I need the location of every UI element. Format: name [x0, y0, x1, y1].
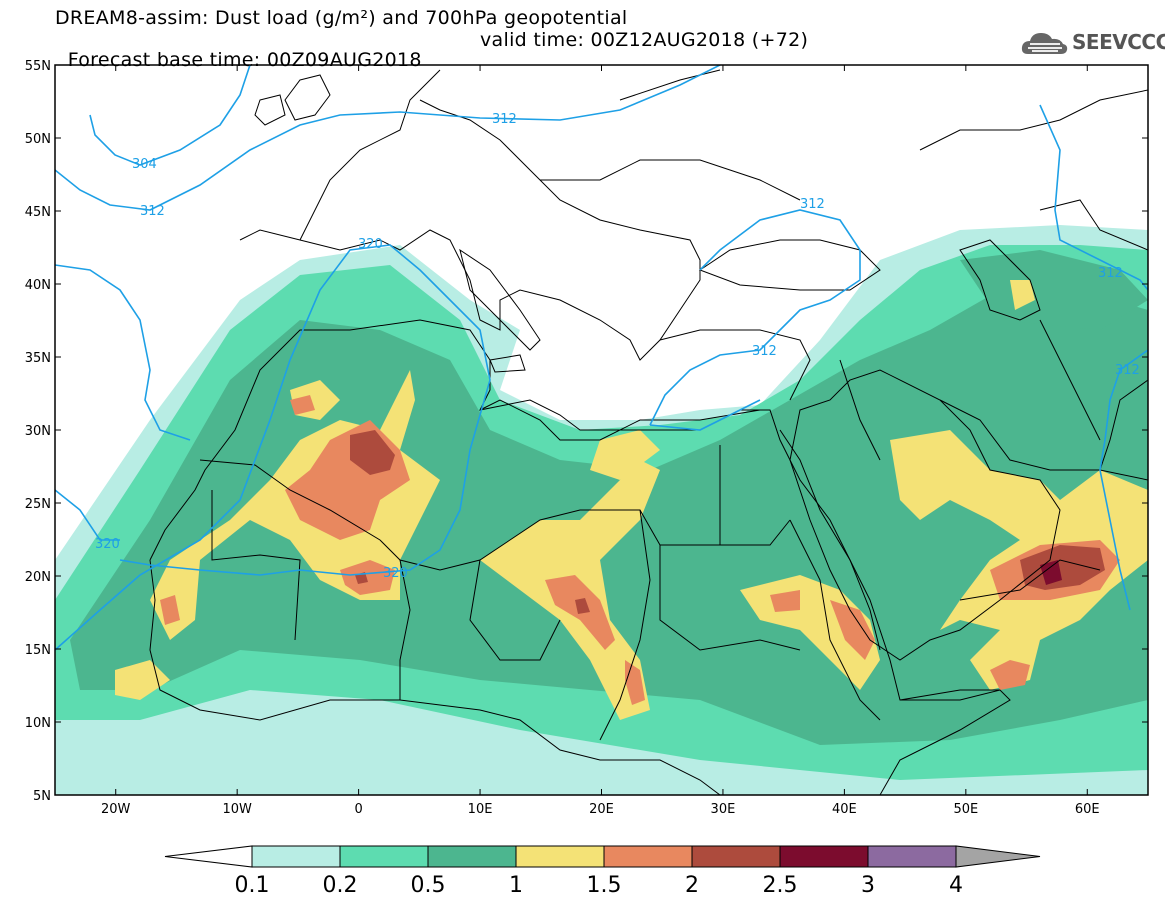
colorbar-label: 0.1: [234, 873, 270, 898]
contour-label: 312: [492, 112, 517, 127]
colorbar-label: 4: [949, 873, 963, 898]
colorbar-label: 2: [685, 873, 699, 898]
lon-tick-label: 20E: [589, 802, 614, 817]
map-axes: 55N 50N 45N 40N 35N 30N 25N 20N 15N 10N 5N 20W 10W 0 1…: [25, 59, 1148, 817]
lon-tick-label: 50E: [953, 802, 978, 817]
colorbar-box: [339, 845, 429, 868]
lat-tick-label: 15N: [25, 643, 51, 658]
lon-tick-label: 10W: [222, 802, 252, 817]
lat-tick-label: 10N: [25, 716, 51, 731]
lat-tick-label: 30N: [25, 424, 51, 439]
lat-tick-label: 5N: [33, 789, 51, 804]
colorbar-label: 2.5: [762, 873, 798, 898]
dust-level-2.5: [1040, 560, 1062, 585]
contour-label: 312: [140, 204, 165, 219]
lon-tick-label: 40E: [832, 802, 857, 817]
geopotential-contours: [55, 65, 1148, 651]
contour-label: 312: [1115, 363, 1140, 378]
lat-tick-label: 20N: [25, 570, 51, 585]
lat-tick-label: 55N: [25, 59, 51, 74]
colorbar-label: 1: [509, 873, 523, 898]
colorbar-label: 0.5: [410, 873, 446, 898]
valid-time: valid time: 00Z12AUG2018 (+72): [480, 29, 809, 51]
contour-labels: 304 312 312 320 312 312 320 320 312 312: [95, 112, 1140, 581]
lat-tick-label: 50N: [25, 132, 51, 147]
cloud-icon: [1021, 33, 1068, 54]
lon-tick-label: 20W: [101, 802, 131, 817]
colorbar: [164, 845, 1041, 868]
lat-tick-label: 45N: [25, 205, 51, 220]
colorbar-label: 3: [861, 873, 875, 898]
lon-tick-label: 60E: [1075, 802, 1100, 817]
colorbar-box: [691, 845, 781, 868]
coastlines: [149, 69, 1148, 795]
colorbar-label: 1.5: [586, 873, 622, 898]
contour-label: 320: [95, 537, 120, 552]
colorbar-label: 0.2: [322, 873, 358, 898]
logo-text: SEEVCCC: [1072, 30, 1165, 54]
lon-tick-label: 10E: [468, 802, 493, 817]
colorbar-box: [427, 845, 517, 868]
colorbar-box: [515, 845, 605, 868]
dust-level-2: [350, 430, 1105, 614]
seevccc-logo: SEEVCCC: [1020, 28, 1165, 58]
colorbar-under-triangle: [164, 845, 253, 868]
lon-tick-label: 30E: [711, 802, 736, 817]
colorbar-box: [779, 845, 869, 868]
colorbar-box: [867, 845, 957, 868]
colorbar-box: [251, 845, 341, 868]
contour-label: 320: [383, 566, 408, 581]
colorbar-box: [603, 845, 693, 868]
contour-label: 312: [800, 197, 825, 212]
contour-label: 320: [358, 237, 383, 252]
lon-tick-label: 0: [354, 802, 362, 817]
lat-tick-label: 35N: [25, 351, 51, 366]
contour-label: 304: [132, 157, 157, 172]
contour-label: 312: [1098, 266, 1123, 281]
lat-tick-label: 25N: [25, 497, 51, 512]
contour-label: 312: [752, 344, 777, 359]
colorbar-over-triangle: [955, 845, 1041, 868]
map-title: DREAM8-assim: Dust load (g/m²) and 700hP…: [55, 7, 628, 29]
lat-tick-label: 40N: [25, 278, 51, 293]
